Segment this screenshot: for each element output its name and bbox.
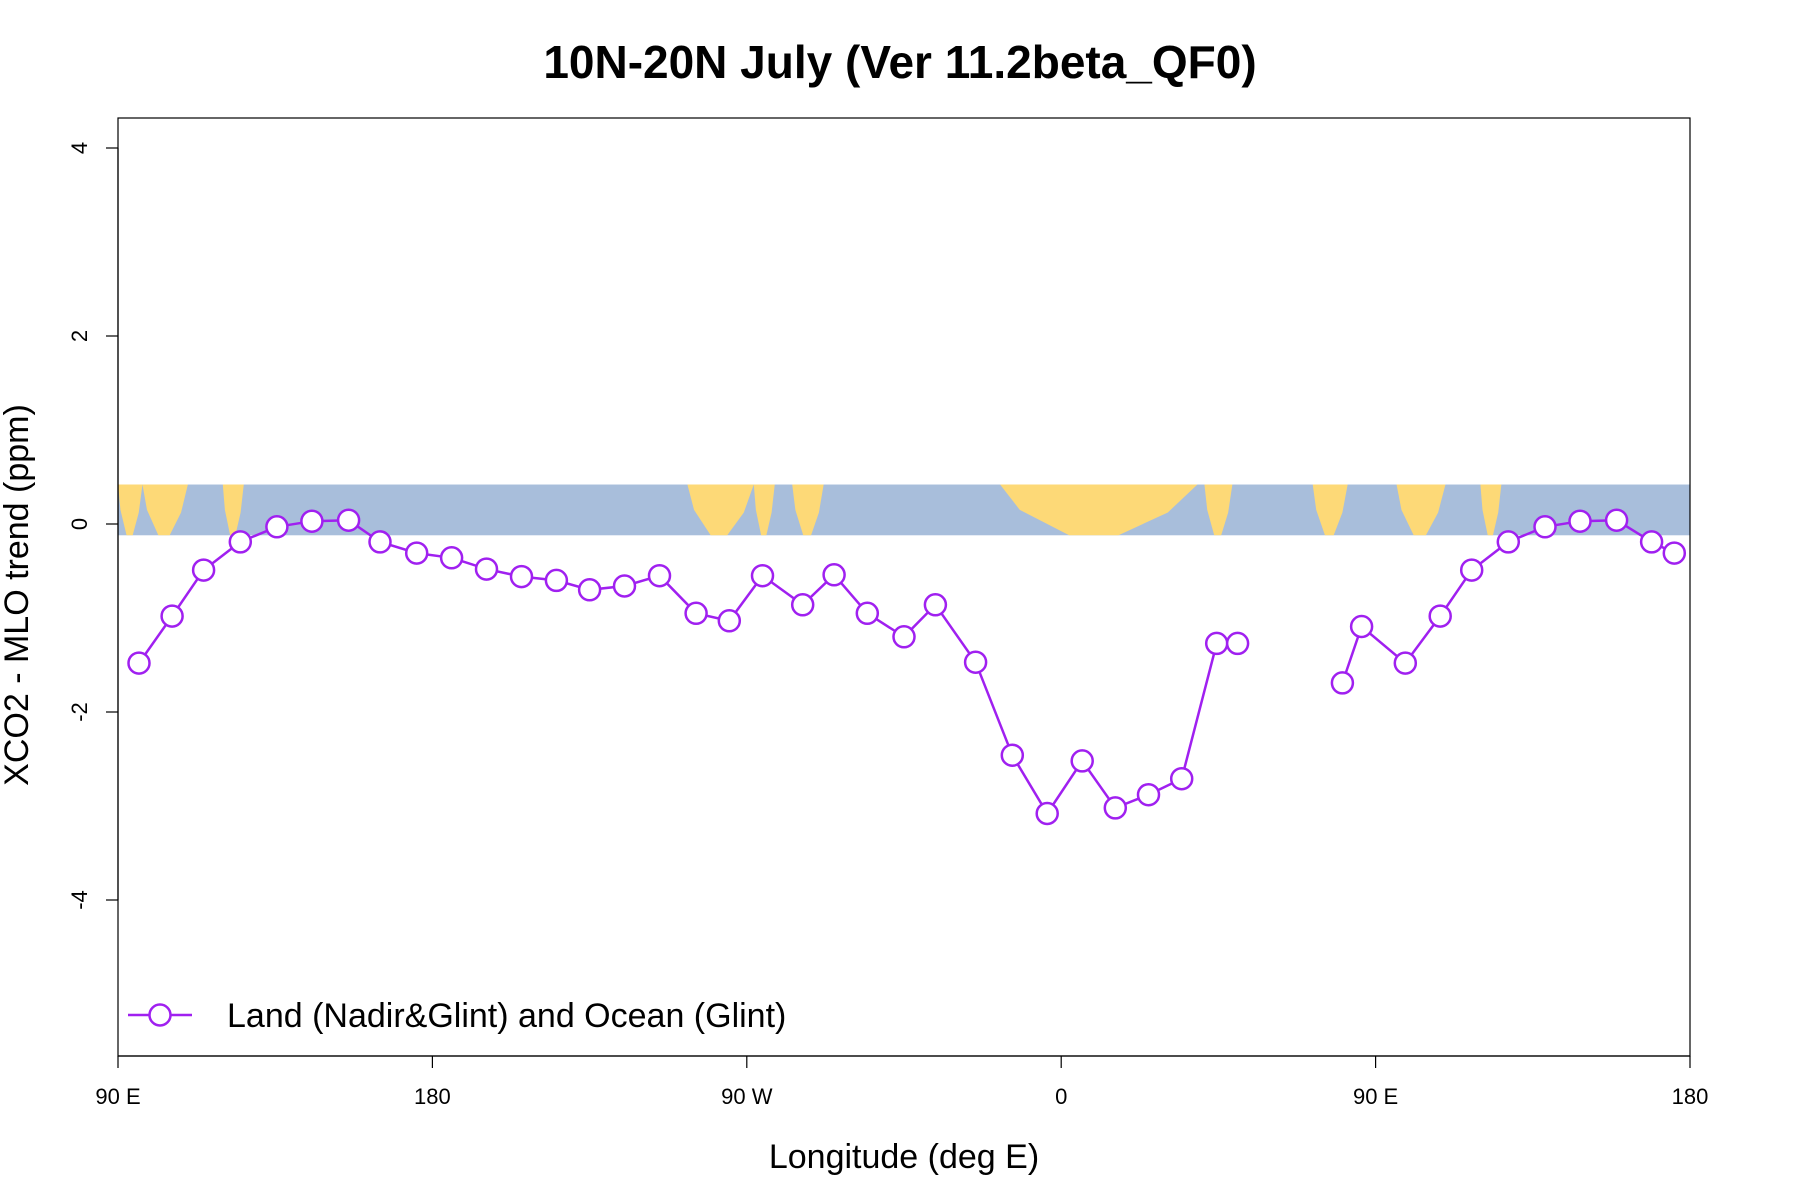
series-layer [127, 508, 1687, 826]
series-line [137, 518, 1238, 816]
land-india [1312, 484, 1348, 536]
land-mexico [687, 484, 754, 536]
y-tick-label: 0 [67, 518, 92, 530]
data-point [1225, 631, 1250, 656]
x-tick-label: 90 E [1353, 1084, 1398, 1109]
data-point [336, 508, 361, 532]
data-point [684, 601, 708, 626]
data-point [1533, 515, 1557, 539]
data-point [1330, 671, 1355, 695]
data-point [1070, 749, 1094, 773]
y-tick-label: 4 [67, 142, 92, 154]
land-arabia [1204, 484, 1233, 536]
x-tick-label: 180 [414, 1084, 451, 1109]
data-point [509, 564, 534, 589]
data-point [923, 593, 948, 617]
data-point [1000, 743, 1025, 767]
data-point [368, 530, 392, 554]
land-africa [1000, 484, 1198, 536]
data-point [1136, 782, 1161, 807]
data-point [717, 609, 742, 633]
data-point [963, 650, 988, 674]
data-point [1568, 509, 1592, 533]
y-tick-label: 2 [67, 330, 92, 342]
y-axis-label: XCO2 - MLO trend (ppm) [0, 404, 36, 786]
data-point [1103, 796, 1128, 820]
data-point [544, 568, 569, 593]
data-point [1496, 530, 1521, 554]
data-point [474, 557, 499, 581]
data-point [855, 601, 880, 626]
land-india-east [118, 484, 143, 536]
data-point [647, 563, 672, 588]
data-point [1662, 541, 1687, 565]
land-philippines-2 [1480, 484, 1502, 536]
data-point [892, 625, 916, 649]
y-tick-label: -4 [67, 890, 92, 910]
data-point [750, 563, 775, 588]
land-philippines [222, 484, 244, 536]
data-point [822, 563, 846, 587]
data-point [127, 651, 151, 675]
y-tick-label: -2 [67, 702, 92, 722]
x-tick-label: 90 E [95, 1084, 140, 1109]
data-point [265, 515, 289, 539]
x-tick-label: 90 W [721, 1084, 773, 1109]
data-point [1604, 508, 1629, 532]
y-axis: 4 2 0 -2 -4 [67, 142, 119, 910]
data-point [1349, 614, 1374, 639]
legend: Land (Nadir&Glint) and Ocean (Glint) [128, 997, 786, 1035]
x-axis: 90 E 180 90 W 0 90 E 180 [95, 1055, 1709, 1109]
x-tick-label: 0 [1055, 1084, 1067, 1109]
data-point [790, 593, 815, 617]
chart-title: 10N-20N July (Ver 11.2beta_QF0) [543, 36, 1256, 88]
data-point [577, 578, 602, 602]
data-point [160, 604, 184, 628]
map-strip [118, 484, 1690, 536]
data-point [1169, 766, 1194, 791]
data-point [1393, 651, 1418, 675]
data-point [300, 509, 324, 533]
data-point [1035, 801, 1059, 826]
x-axis-label: Longitude (deg E) [769, 1138, 1039, 1176]
data-point [1428, 604, 1452, 628]
data-point [1639, 530, 1664, 554]
x-tick-label: 180 [1672, 1084, 1709, 1109]
data-point [228, 530, 253, 554]
land-central-america [753, 484, 775, 536]
data-point [191, 558, 216, 582]
data-point [1459, 558, 1484, 582]
legend-marker [148, 1003, 172, 1027]
data-point [612, 574, 637, 598]
land-indochina-2 [1396, 484, 1446, 536]
plot-frame [117, 117, 1691, 1057]
data-point [1204, 631, 1229, 656]
data-point [404, 541, 429, 565]
land-caribbean [792, 484, 824, 536]
legend-label: Land (Nadir&Glint) and Ocean (Glint) [227, 997, 786, 1035]
land-indochina [142, 484, 188, 536]
data-point [439, 546, 464, 570]
